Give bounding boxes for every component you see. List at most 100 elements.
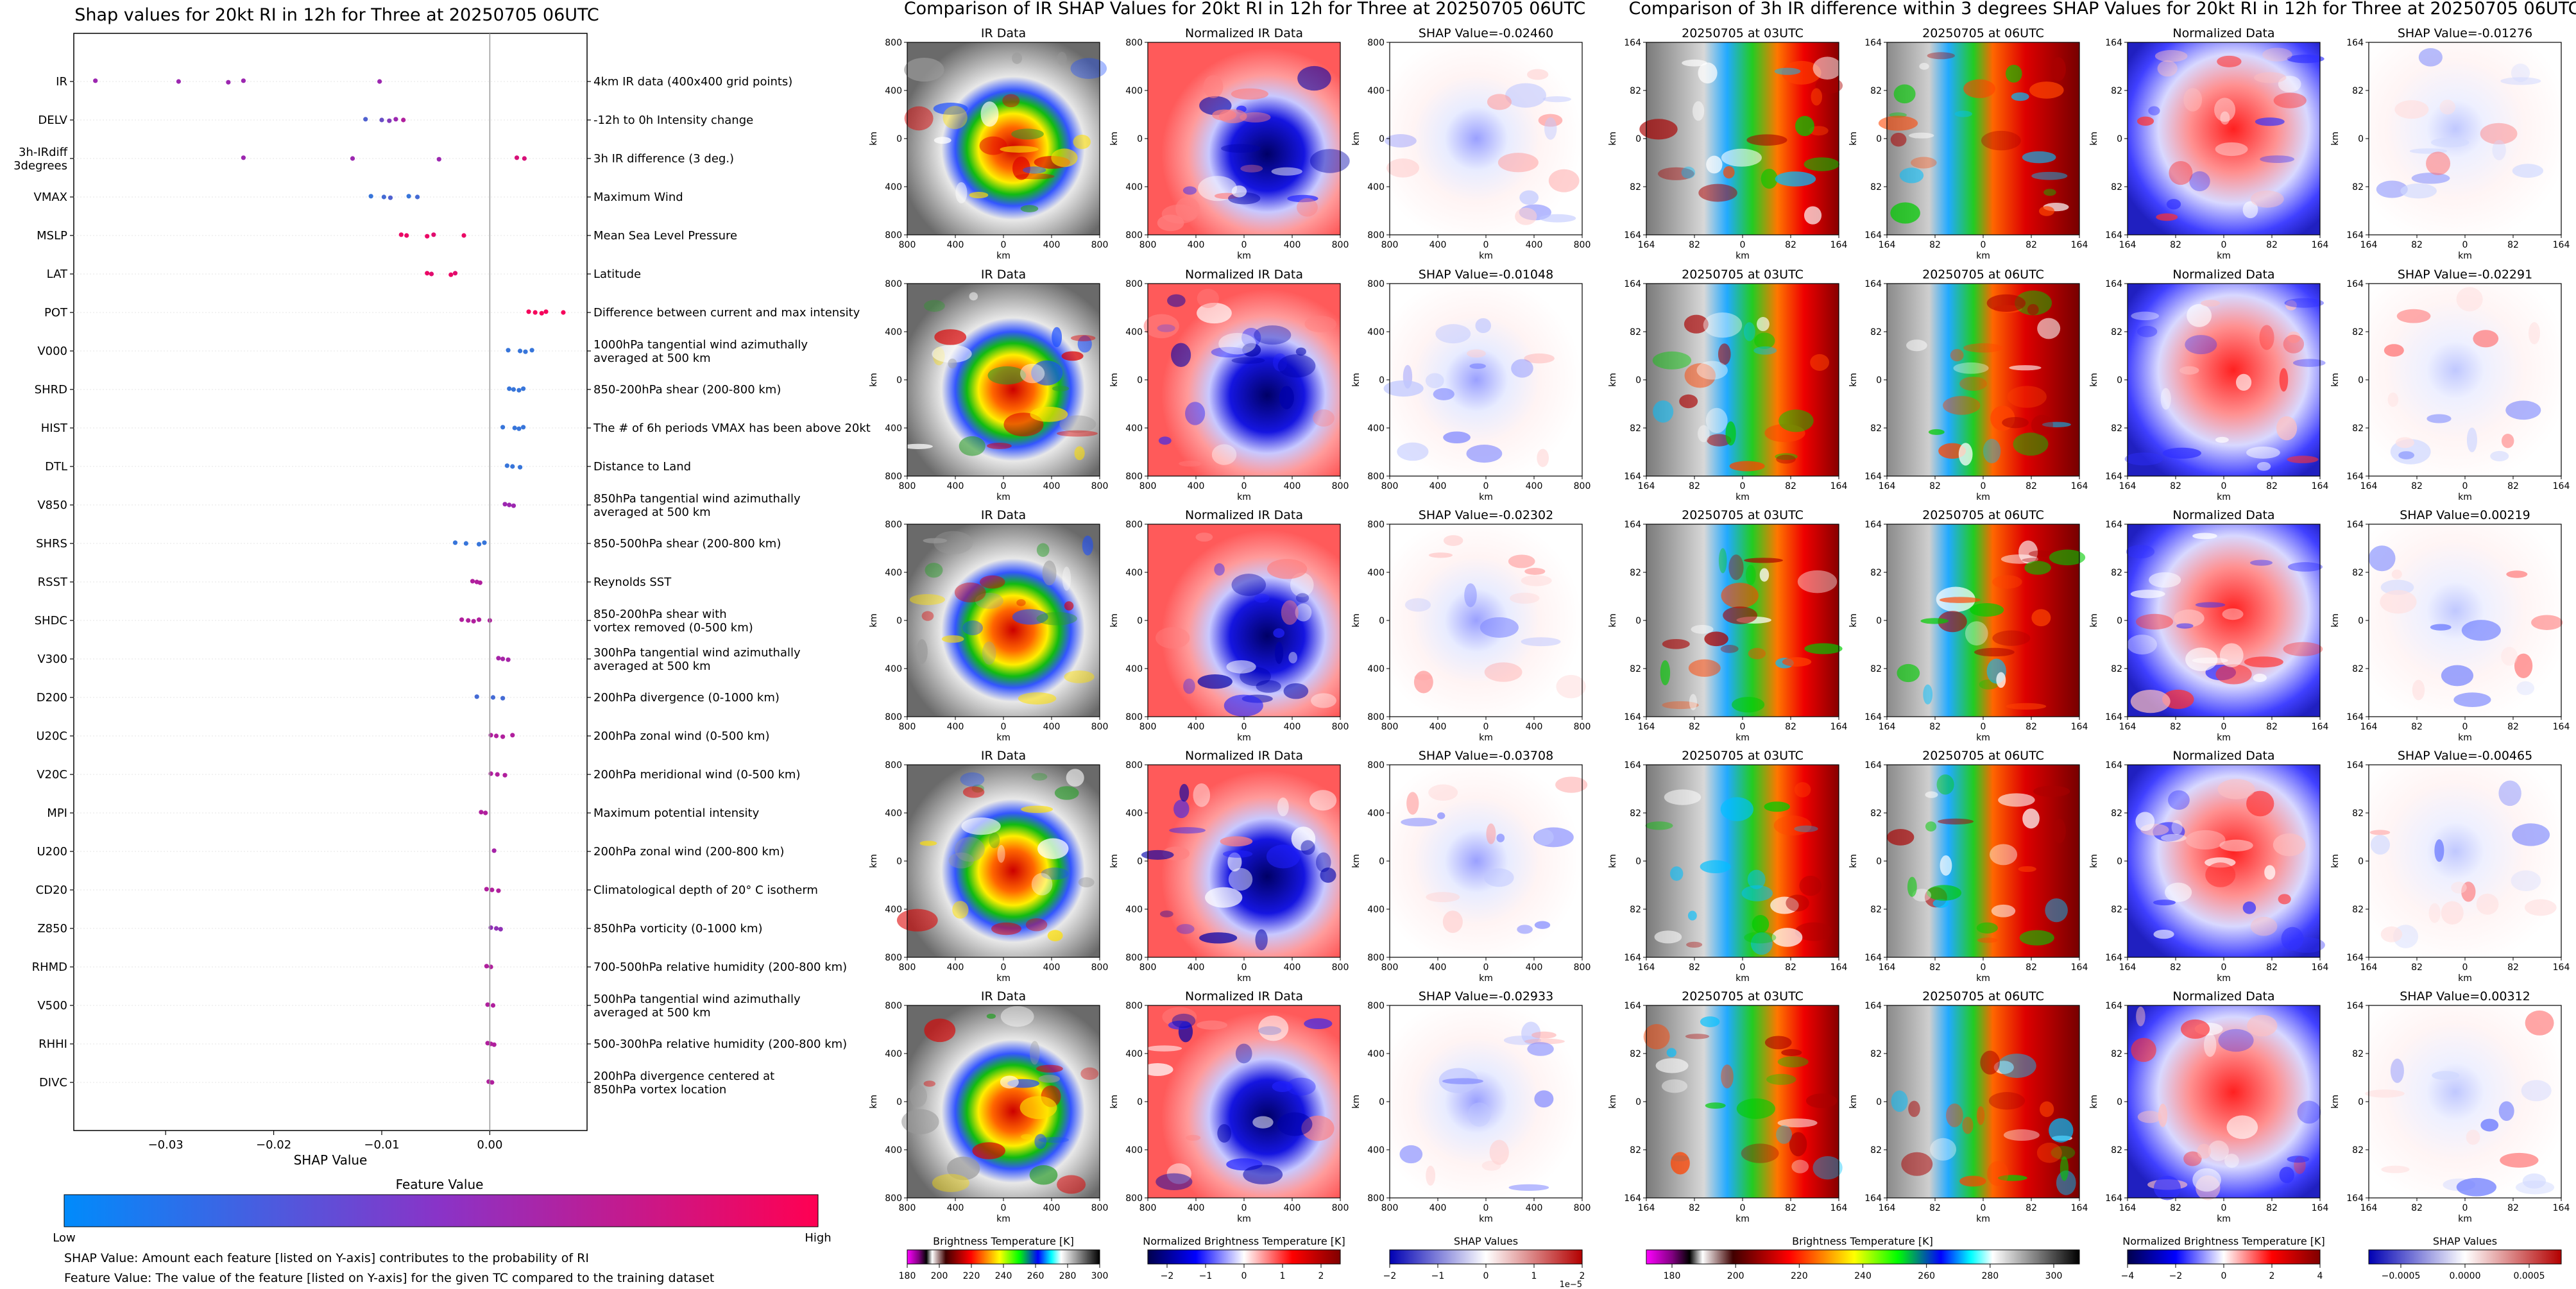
- panel-image: [2128, 524, 2320, 717]
- feature-row: V000 1000hPa tangential wind azimuthally a…: [37, 338, 808, 365]
- panel-image: [2369, 765, 2561, 957]
- panel-texture: [2224, 1154, 2239, 1168]
- panel-ytick-label: 82: [1870, 86, 1882, 96]
- panel-ytick-label: 400: [1367, 423, 1385, 434]
- shap-point: [368, 194, 373, 199]
- panel-texture: [2174, 609, 2205, 627]
- panel-xtick-label: 164: [2071, 722, 2088, 732]
- panel-texture: [960, 772, 985, 787]
- panel-texture: [1057, 430, 1098, 437]
- panel-texture: [1761, 168, 1778, 189]
- panel-texture: [1037, 838, 1069, 860]
- panel-texture: [1776, 454, 1796, 464]
- ir3h-shap-colorbar-label: SHAP Values: [2433, 1235, 2497, 1247]
- panel-title: SHAP Value=-0.03708: [1419, 749, 1553, 763]
- panel-xtick-label: 164: [2360, 481, 2378, 491]
- panel-xtick-label: 82: [2266, 240, 2278, 250]
- panel-texture: [1497, 153, 1539, 173]
- shap-point: [502, 773, 508, 778]
- panel-texture: [903, 443, 933, 449]
- panel-texture: [2369, 830, 2391, 835]
- panel-texture: [1745, 565, 1756, 585]
- panel-ytick-label: 800: [1125, 1001, 1143, 1011]
- shap-point: [511, 503, 516, 508]
- panel-texture: [1141, 849, 1174, 860]
- panel-texture: [932, 345, 972, 363]
- panel-texture: [1228, 867, 1253, 891]
- panel-texture: [1029, 1165, 1058, 1185]
- panel-texture: [2418, 47, 2443, 67]
- feature-description: Mean Sea Level Pressure: [593, 229, 737, 243]
- panel-texture: [1211, 346, 1248, 358]
- panel-texture: [2179, 366, 2199, 375]
- panel-title: 20250705 at 06UTC: [1922, 508, 2044, 522]
- panel-texture: [1804, 206, 1822, 225]
- panel-texture: [2480, 123, 2518, 145]
- panel-texture: [1974, 647, 2015, 657]
- panel-xtick-label: 0: [2221, 240, 2227, 250]
- panel-texture: [934, 329, 967, 345]
- panel-xtick-label: 0: [2221, 1203, 2227, 1213]
- panel-ytick-label: 82: [2111, 86, 2122, 96]
- panel-ytick-label: 82: [1870, 327, 1882, 337]
- panel-texture: [1018, 692, 1057, 704]
- panel-texture: [2391, 569, 2402, 579]
- shap-point: [425, 234, 430, 239]
- panel-ytick-label: 800: [1367, 1001, 1385, 1011]
- panel-xlabel: km: [1976, 973, 1990, 984]
- panel-ytick-label: 0: [896, 1097, 902, 1107]
- panel-xtick-label: 82: [1929, 481, 1941, 491]
- panel-ytick-label: 82: [1870, 182, 1882, 192]
- panel-texture: [1725, 421, 1736, 446]
- shap-point: [512, 425, 517, 431]
- panel-ytick-label: 0: [2117, 1097, 2122, 1107]
- panel-texture: [2171, 820, 2183, 835]
- panel-texture: [1720, 644, 1739, 653]
- panel-texture: [1639, 119, 1678, 140]
- panel-ytick-label: 800: [1125, 712, 1143, 722]
- shap-point: [510, 733, 515, 738]
- panel-texture: [1764, 1036, 1792, 1050]
- panel-texture: [1908, 1100, 1920, 1117]
- panel-texture: [924, 1018, 956, 1043]
- panel-ytick-label: 800: [1367, 230, 1385, 241]
- panel-texture: [1272, 353, 1288, 371]
- panel-texture: [1064, 670, 1095, 683]
- panel-texture: [1025, 918, 1048, 932]
- panel-title: 20250705 at 06UTC: [1922, 749, 2044, 763]
- panel-texture: [919, 841, 937, 846]
- panel-xtick-label: 82: [2170, 722, 2181, 732]
- feature-row: RSST Reynolds SST: [38, 576, 672, 589]
- panel-texture: [2042, 422, 2071, 427]
- shap-point: [425, 271, 430, 276]
- panel-texture: [1030, 406, 1068, 422]
- ir-norm-colorbar-label: Normalized Brightness Temperature [K]: [1143, 1235, 1345, 1247]
- shap-point: [476, 617, 482, 622]
- panel-texture: [2514, 653, 2533, 678]
- panel-ytick-label: 82: [2352, 182, 2364, 192]
- panel-texture: [1720, 797, 1753, 821]
- panel-texture: [2287, 331, 2301, 343]
- panel-texture: [1435, 324, 1471, 344]
- panel-texture: [1397, 442, 1429, 461]
- panel-texture: [1970, 602, 2004, 617]
- feature-row: U20C 200hPa zonal wind (0-500 km): [36, 730, 769, 743]
- panel-title: SHAP Value=-0.02460: [1419, 26, 1553, 40]
- shap-point: [493, 733, 499, 738]
- panel-texture: [2235, 373, 2252, 391]
- panel-xlabel: km: [2217, 1214, 2231, 1224]
- panel-texture: [1539, 214, 1576, 223]
- panel-texture: [1661, 1079, 1688, 1093]
- panel-xtick-label: 0: [2462, 962, 2468, 973]
- shap-point: [459, 617, 465, 622]
- panel-texture: [2185, 335, 2217, 355]
- panel-texture: [1172, 1013, 1196, 1029]
- panel-texture: [1221, 144, 1261, 153]
- panel-ytick-label: 164: [1864, 279, 1882, 289]
- feature-name: POT: [44, 306, 68, 320]
- panel-texture: [1927, 885, 1962, 901]
- panel-ytick-label: 164: [1864, 230, 1882, 241]
- panel-texture: [2217, 779, 2255, 799]
- panel-ylabel: km: [1351, 613, 1361, 627]
- panel-texture: [2283, 642, 2323, 656]
